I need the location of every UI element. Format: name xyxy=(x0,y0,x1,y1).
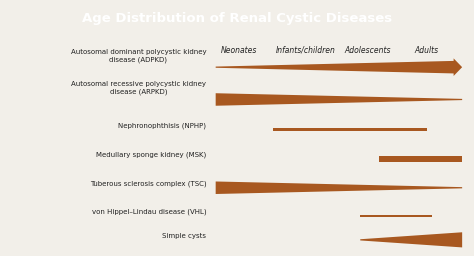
Text: von Hippel–Lindau disease (VHL): von Hippel–Lindau disease (VHL) xyxy=(91,209,206,215)
Text: Simple cysts: Simple cysts xyxy=(162,233,206,239)
Text: Tuberous sclerosis complex (TSC): Tuberous sclerosis complex (TSC) xyxy=(90,180,206,187)
Polygon shape xyxy=(216,93,462,106)
Bar xyxy=(360,215,432,217)
Bar xyxy=(379,156,462,162)
Bar xyxy=(273,128,427,131)
Text: Autosomal dominant polycystic kidney
disease (ADPKD): Autosomal dominant polycystic kidney dis… xyxy=(71,49,206,63)
Polygon shape xyxy=(360,232,462,247)
Text: Neonates: Neonates xyxy=(221,46,257,55)
Polygon shape xyxy=(216,182,462,194)
Text: Medullary sponge kidney (MSK): Medullary sponge kidney (MSK) xyxy=(96,152,206,158)
Text: Nephronophthisis (NPHP): Nephronophthisis (NPHP) xyxy=(118,122,206,129)
Text: Adults: Adults xyxy=(415,46,438,55)
Text: Age Distribution of Renal Cystic Diseases: Age Distribution of Renal Cystic Disease… xyxy=(82,13,392,25)
Text: Adolescents: Adolescents xyxy=(344,46,391,55)
Polygon shape xyxy=(216,58,462,76)
Text: Autosomal recessive polycystic kidney
disease (ARPKD): Autosomal recessive polycystic kidney di… xyxy=(71,81,206,95)
Text: Infants/children: Infants/children xyxy=(276,46,336,55)
